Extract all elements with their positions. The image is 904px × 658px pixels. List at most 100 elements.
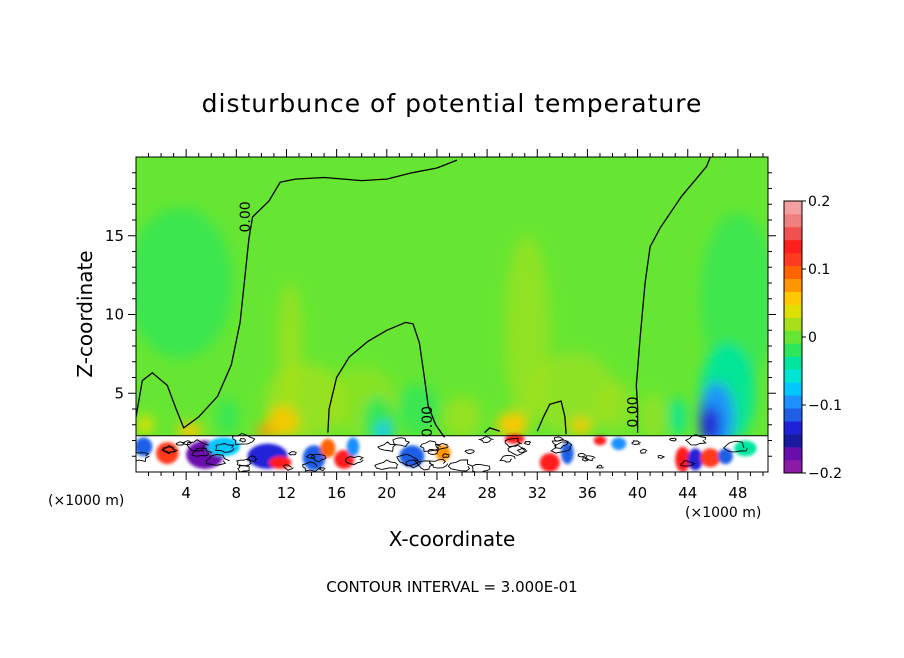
colorbar-swatch-18 bbox=[784, 226, 802, 241]
surface-contour-22 bbox=[504, 437, 523, 447]
field-patch-1 bbox=[700, 212, 768, 386]
surface-contour-33 bbox=[427, 449, 440, 455]
x-axis: 4 8 12 16 20 24 28 32 36 40 44 48 bbox=[148, 149, 764, 502]
colorbar-label-1: 0.1 bbox=[808, 262, 830, 278]
x-unit-right: (×1000 m) bbox=[685, 505, 761, 521]
surface-contour-37 bbox=[186, 439, 209, 452]
surface-contour-23 bbox=[182, 440, 193, 446]
surface-patch-19 bbox=[700, 448, 721, 468]
surface-patch-9 bbox=[346, 437, 360, 457]
surface-contour-0 bbox=[442, 453, 450, 459]
colorbar-swatch-13 bbox=[784, 291, 802, 305]
surface-patch-13 bbox=[539, 453, 560, 472]
field-patch-5 bbox=[670, 397, 686, 436]
y-axis: 5 10 15 bbox=[105, 172, 776, 457]
colorbar: 0.2 0.1 0 −0.1 −0.2 bbox=[783, 194, 842, 482]
contour-interval: CONTOUR INTERVAL = 3.000E-01 bbox=[326, 578, 577, 596]
field-patch-7 bbox=[504, 235, 550, 425]
surface-contour-26 bbox=[396, 453, 419, 467]
surface-contour-43 bbox=[577, 452, 586, 458]
zero-contours bbox=[136, 157, 711, 438]
x-tick-label-5: 24 bbox=[427, 484, 446, 502]
surface-contour-15 bbox=[205, 454, 230, 466]
x-tick-label-0: 4 bbox=[181, 484, 191, 502]
surface-patch-15 bbox=[593, 435, 607, 446]
surface-contour-35 bbox=[288, 451, 297, 456]
colorbar-swatch-8 bbox=[784, 356, 802, 370]
x-tick-label-11: 48 bbox=[728, 484, 747, 502]
surface-contour-10 bbox=[464, 449, 475, 455]
colorbar-swatch-0 bbox=[784, 460, 802, 474]
zero-contour-hump2 bbox=[536, 400, 567, 435]
field-patch-6 bbox=[528, 352, 617, 435]
surface-contour-51 bbox=[428, 458, 449, 469]
surface-patch-16 bbox=[611, 437, 627, 450]
colorbar-swatch-3 bbox=[784, 421, 802, 435]
colorbar-swatch-4 bbox=[784, 408, 802, 422]
surface-patch-5 bbox=[268, 456, 292, 469]
zero-contour-hump1 bbox=[327, 321, 446, 438]
surface-contour-7 bbox=[239, 438, 247, 443]
surface-patch-8 bbox=[334, 449, 355, 469]
x-unit-left: (×1000 m) bbox=[48, 493, 124, 509]
surface-patch-3 bbox=[207, 437, 241, 457]
x-tick-label-9: 40 bbox=[628, 484, 647, 502]
surface-contour-32 bbox=[344, 455, 364, 465]
colorbar-swatch-12 bbox=[784, 304, 802, 318]
x-tick-label-6: 28 bbox=[478, 484, 497, 502]
chart-title: disturbunce of potential temperature bbox=[202, 89, 703, 118]
colorbar-swatch-11 bbox=[784, 317, 802, 331]
surface-contour-8 bbox=[631, 440, 641, 446]
contour-label-2: 0.00 bbox=[626, 397, 642, 428]
colorbar-swatch-2 bbox=[784, 434, 802, 448]
x-tick-label-4: 20 bbox=[377, 484, 396, 502]
field-patch-21 bbox=[443, 396, 481, 438]
colorbar-swatch-6 bbox=[784, 382, 802, 396]
field-patch-16 bbox=[497, 412, 528, 438]
field-patch-20 bbox=[216, 397, 239, 436]
surface-contour-1 bbox=[551, 439, 569, 449]
x-axis-label: X-coordinate bbox=[389, 527, 516, 551]
colorbar-swatch-10 bbox=[784, 330, 802, 344]
surface-contour-52 bbox=[136, 452, 150, 463]
surface-contour-18 bbox=[516, 447, 525, 453]
surface-contour-36 bbox=[374, 459, 399, 470]
surface-contour-30 bbox=[723, 440, 748, 453]
surface-contour-50 bbox=[680, 460, 695, 467]
colorbar-swatch-14 bbox=[784, 278, 802, 292]
y-tick-label-0: 5 bbox=[114, 384, 124, 402]
surface-contour-54 bbox=[669, 437, 677, 442]
zero-contour-right bbox=[635, 157, 711, 433]
surface-contour-16 bbox=[639, 448, 648, 454]
contour-label-0: 0.00 bbox=[238, 201, 254, 232]
surface-contour-29 bbox=[318, 467, 326, 471]
surface-contour-46 bbox=[523, 441, 532, 446]
colorbar-label-3: −0.1 bbox=[808, 398, 842, 414]
surface-contour-2 bbox=[237, 464, 250, 472]
surface-contour-38 bbox=[554, 436, 564, 442]
y-axis-label: Z-coordinate bbox=[73, 250, 97, 377]
field-patch-15 bbox=[398, 383, 439, 435]
x-tick-label-8: 36 bbox=[578, 484, 597, 502]
surface-contour-3 bbox=[507, 444, 528, 456]
surface-contour-34 bbox=[175, 441, 185, 446]
field-patch-19 bbox=[136, 415, 154, 435]
surface-contour-40 bbox=[392, 437, 410, 448]
zero-contour-hump3 bbox=[484, 427, 500, 434]
field-patch-23 bbox=[641, 393, 664, 441]
surface-patch-0 bbox=[136, 437, 153, 457]
colorbar-swatch-20 bbox=[784, 201, 802, 215]
colorbar-swatch-17 bbox=[784, 239, 802, 254]
surface-band bbox=[136, 433, 768, 472]
surface-contour-28 bbox=[282, 464, 294, 471]
x-tick-label-3: 16 bbox=[327, 484, 346, 502]
contour-labels: 0.00 0.00 0.00 bbox=[238, 201, 641, 437]
field-patch-17 bbox=[571, 418, 592, 435]
plot-area bbox=[136, 157, 768, 472]
surface-patch-7 bbox=[320, 438, 336, 458]
colorbar-swatch-5 bbox=[784, 395, 802, 409]
field-patch-4 bbox=[700, 405, 721, 444]
colorbar-swatch-9 bbox=[784, 343, 802, 357]
surface-contour-11 bbox=[471, 464, 491, 472]
